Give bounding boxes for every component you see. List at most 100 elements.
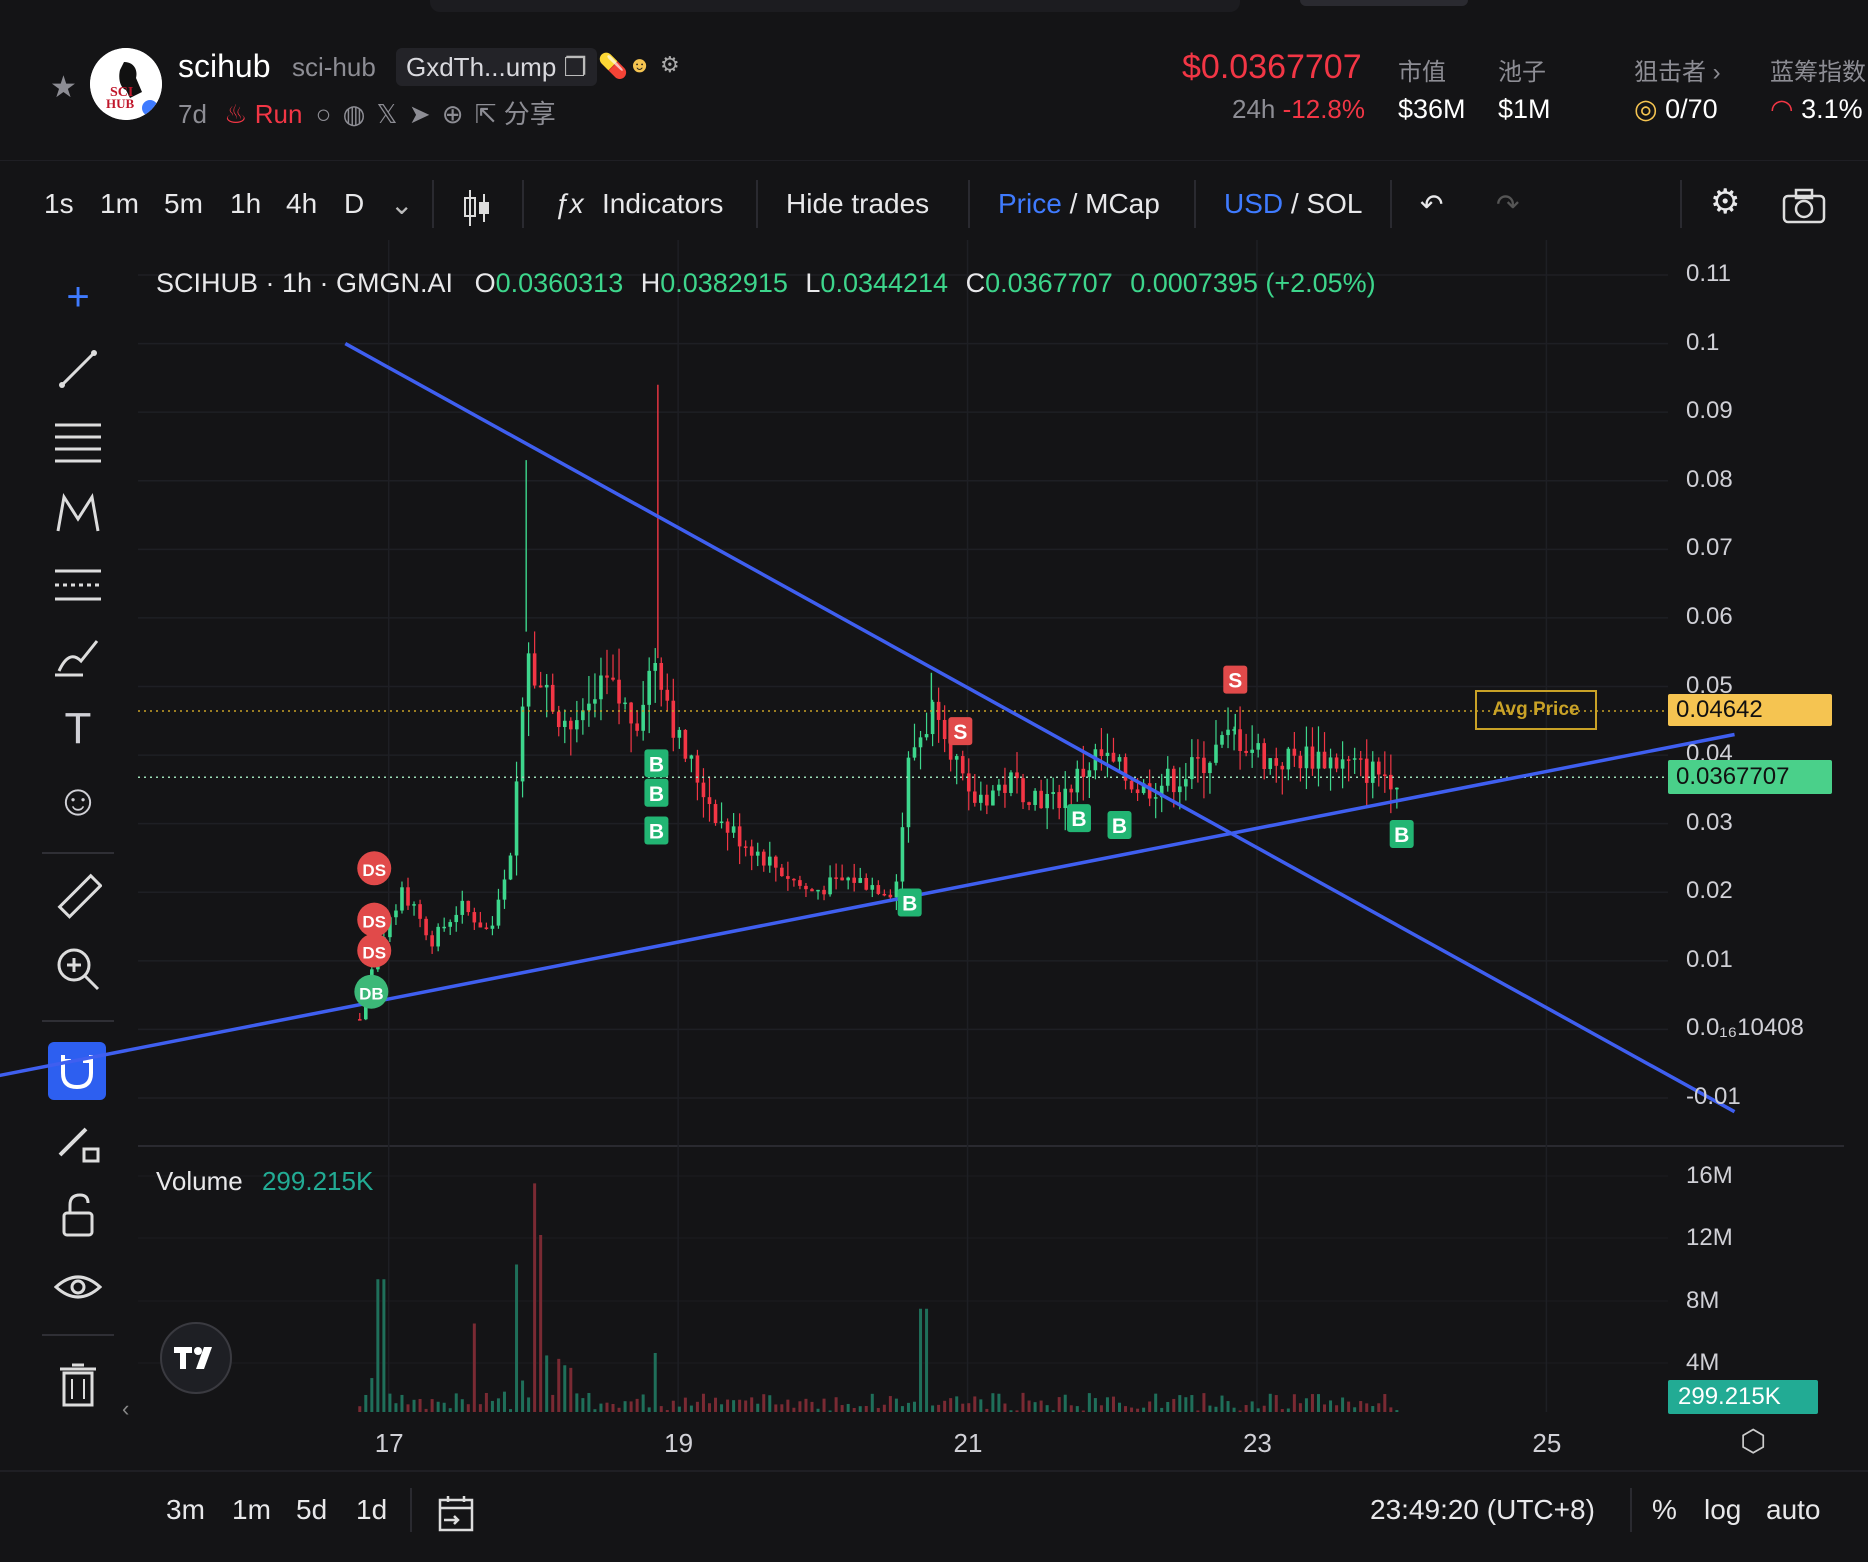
volume-bar — [1045, 1405, 1049, 1412]
indicators-button[interactable]: Indicators — [602, 188, 724, 219]
svg-text:SCI: SCI — [110, 85, 133, 100]
candle-body — [761, 851, 766, 866]
tradingview-logo-icon[interactable] — [160, 1322, 232, 1394]
globe-icon[interactable]: ⊕ — [441, 99, 464, 129]
currency-toggle[interactable]: USD / SOL — [1224, 188, 1363, 220]
range-1m[interactable]: 1m — [232, 1494, 271, 1525]
tf-4h[interactable]: 4h — [286, 188, 318, 219]
candle-body — [490, 925, 495, 929]
horizontal-lines-icon[interactable] — [48, 416, 108, 466]
undo-icon[interactable]: ↶ — [1420, 189, 1444, 220]
telegram-icon[interactable]: ➤ — [408, 99, 431, 129]
volume-bar — [466, 1404, 470, 1412]
volume-tick-label: 8M — [1686, 1287, 1720, 1314]
visibility-eye-icon[interactable] — [48, 1262, 108, 1312]
unlock-icon[interactable] — [48, 1190, 108, 1240]
volume-bar — [557, 1358, 561, 1412]
volume-bar — [442, 1402, 446, 1412]
copy-icon[interactable]: ❐ — [563, 52, 587, 82]
favorite-star-icon[interactable]: ★ — [50, 71, 77, 104]
candle-type-icon[interactable] — [462, 188, 492, 235]
volume-bar — [870, 1393, 874, 1412]
trendline-tool-icon[interactable] — [48, 344, 108, 394]
contract-address-chip[interactable]: GxdTh...ump ❐ — [396, 48, 597, 86]
mcap-option[interactable]: MCap — [1085, 188, 1160, 219]
collapse-toolbar-chevron-icon[interactable]: ‹ — [122, 1396, 130, 1421]
candle-body — [587, 703, 591, 711]
goto-date-calendar-icon[interactable] — [436, 1494, 476, 1539]
candle-body — [1069, 788, 1074, 793]
toolbar-divider — [1390, 180, 1392, 228]
tf-chevron-down-icon[interactable]: ⌄ — [390, 189, 414, 220]
candle-body — [942, 719, 947, 740]
volume-bar — [647, 1407, 651, 1412]
auto-toggle[interactable]: auto — [1766, 1494, 1821, 1525]
settings-gear-icon[interactable]: ⚙ — [1710, 183, 1741, 221]
volume-bar — [888, 1396, 892, 1412]
sniper-value: 0/70 — [1665, 94, 1718, 124]
candle-body — [1376, 761, 1381, 775]
clock-timezone[interactable]: 23:49:20 (UTC+8) — [1370, 1494, 1595, 1525]
trash-icon[interactable] — [48, 1360, 108, 1410]
volume-bar — [906, 1402, 910, 1412]
crosshair-icon[interactable]: + — [66, 274, 90, 319]
tf-1m[interactable]: 1m — [100, 188, 139, 219]
volume-bar — [750, 1397, 754, 1412]
brush-tool-icon[interactable] — [48, 632, 108, 682]
candle-body — [870, 885, 875, 890]
volume-bar — [659, 1406, 663, 1412]
volume-bar — [919, 1308, 923, 1412]
zoom-in-icon[interactable] — [48, 944, 108, 994]
screenshot-camera-icon[interactable] — [1782, 188, 1826, 231]
volume-bar — [472, 1323, 476, 1412]
axis-settings-icon[interactable]: ⬡ — [1740, 1425, 1767, 1458]
candle-body — [1268, 758, 1273, 769]
hide-trades-button[interactable]: Hide trades — [786, 188, 930, 219]
volume-bars — [358, 1183, 1399, 1412]
tf-1s[interactable]: 1s — [44, 188, 74, 219]
candle-body — [1075, 768, 1080, 793]
price-mcap-toggle[interactable]: Price / MCap — [998, 188, 1160, 220]
tf-1h[interactable]: 1h — [230, 188, 262, 219]
pattern-tool-icon[interactable] — [48, 488, 108, 538]
candle-body — [1009, 772, 1013, 793]
toggle-slash: / — [1069, 188, 1078, 219]
range-3m[interactable]: 3m — [166, 1494, 205, 1525]
volume-bar — [1280, 1409, 1284, 1412]
tf-d[interactable]: D — [344, 188, 365, 219]
search-icon[interactable]: ○ — [315, 99, 332, 129]
candle-body — [514, 781, 519, 856]
emoji-tool-icon[interactable]: ☺ — [55, 776, 101, 825]
percent-toggle[interactable]: % — [1652, 1494, 1677, 1525]
indicators-fx-icon[interactable]: ƒx — [554, 188, 584, 219]
sniper-label[interactable]: 狙击者 › — [1634, 59, 1721, 86]
candle-body — [1346, 759, 1351, 761]
lock-drawing-pencil-icon[interactable] — [48, 1118, 108, 1168]
volume-bar — [846, 1403, 850, 1412]
trade-marker-ds: DS — [357, 933, 392, 968]
volume-bar — [786, 1399, 790, 1412]
volume-bar — [1130, 1407, 1134, 1412]
volume-bar — [1365, 1403, 1369, 1412]
sol-option[interactable]: SOL — [1306, 188, 1363, 219]
ruler-icon[interactable] — [48, 872, 108, 922]
toolbar-divider — [522, 180, 524, 228]
volume-bar — [1003, 1403, 1007, 1412]
log-toggle[interactable]: log — [1704, 1494, 1742, 1525]
tf-5m[interactable]: 5m — [164, 188, 203, 219]
bot-icon: ⚙ — [660, 52, 680, 77]
redo-icon[interactable]: ↷ — [1496, 189, 1520, 220]
website-icon[interactable]: ◍ — [342, 99, 366, 129]
x-twitter-icon[interactable]: 𝕏 — [376, 99, 398, 129]
price-option[interactable]: Price — [998, 188, 1062, 219]
text-tool-icon[interactable]: T — [64, 704, 92, 753]
range-5d[interactable]: 5d — [296, 1494, 328, 1525]
fib-tool-icon[interactable] — [48, 560, 108, 610]
usd-option[interactable]: USD — [1224, 188, 1284, 219]
current-price: $0.0367707 — [1182, 48, 1362, 86]
share-icon[interactable]: ⇱ — [474, 99, 497, 129]
share-label[interactable]: 分享 — [503, 99, 556, 129]
range-1d[interactable]: 1d — [356, 1494, 388, 1525]
